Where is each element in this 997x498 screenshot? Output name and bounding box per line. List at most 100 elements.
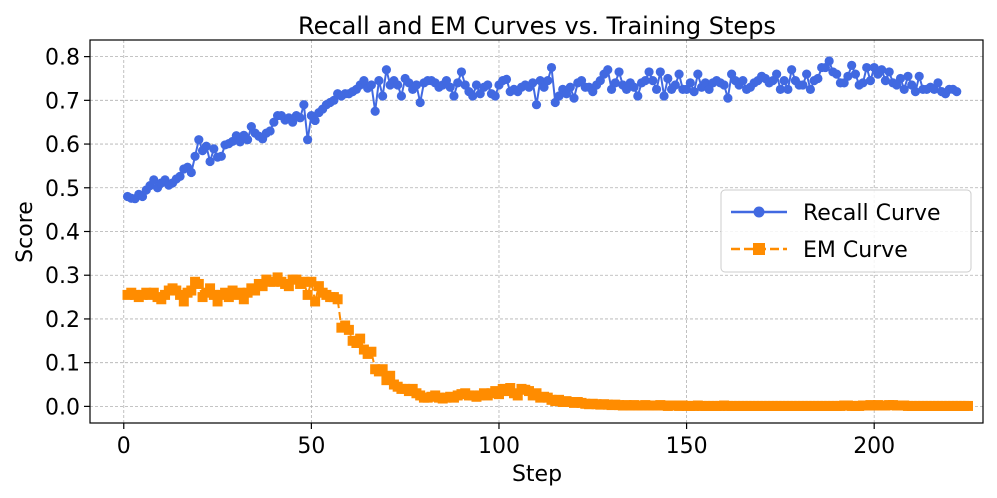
y-tick-label: 0.1 <box>45 352 80 377</box>
data-point <box>895 73 906 84</box>
y-tick-label: 0.7 <box>45 89 80 114</box>
y-tick-label: 0.4 <box>45 221 80 246</box>
data-point <box>779 76 789 86</box>
data-point <box>212 296 223 307</box>
data-point <box>175 289 186 300</box>
data-point <box>393 80 403 90</box>
data-point <box>629 82 639 92</box>
data-point <box>396 91 407 101</box>
data-point <box>693 69 703 79</box>
data-point <box>302 289 313 300</box>
data-point <box>149 175 159 185</box>
data-point <box>903 71 913 81</box>
data-point <box>223 292 234 303</box>
data-point <box>235 287 246 298</box>
x-axis-label: Step <box>512 462 562 487</box>
data-point <box>483 80 493 90</box>
data-point <box>257 281 268 292</box>
data-point <box>310 296 321 307</box>
data-point <box>914 71 924 81</box>
data-point <box>933 78 943 88</box>
data-point <box>910 86 921 97</box>
series-line <box>127 276 968 407</box>
data-point <box>366 346 377 357</box>
data-point <box>546 62 557 73</box>
data-point <box>880 76 891 86</box>
data-point <box>614 67 624 77</box>
y-ticks: 0.0 0.1 0.2 0.3 0.4 0.5 0.6 0.7 0.8 <box>45 46 90 420</box>
data-point <box>772 69 782 79</box>
series-recall <box>122 56 962 204</box>
y-tick-label: 0.6 <box>45 133 80 158</box>
legend-recall-marker <box>753 206 765 218</box>
data-point <box>952 86 962 97</box>
data-point <box>378 91 388 101</box>
data-point <box>674 69 684 79</box>
data-point <box>663 73 673 84</box>
data-point <box>865 76 876 86</box>
data-point <box>201 141 211 151</box>
data-point <box>295 113 305 123</box>
x-ticks: 0 50 100 150 200 <box>117 423 895 459</box>
data-point <box>216 151 226 161</box>
data-point <box>313 281 324 292</box>
data-point <box>862 62 872 73</box>
data-point <box>385 370 396 381</box>
data-point <box>490 91 500 101</box>
data-point <box>648 76 658 86</box>
data-point <box>205 156 215 167</box>
data-point <box>265 126 275 136</box>
data-point <box>205 283 216 294</box>
legend-item-em: EM Curve <box>731 238 908 263</box>
data-point <box>377 364 388 375</box>
data-point <box>813 73 823 84</box>
series-layer <box>122 56 973 411</box>
data-point <box>449 91 459 101</box>
data-point <box>775 84 785 95</box>
data-point <box>685 78 695 88</box>
data-point <box>366 80 377 90</box>
data-point <box>453 78 463 88</box>
data-point <box>884 67 894 77</box>
chart-title: Recall and EM Curves vs. Training Steps <box>298 12 776 40</box>
data-point <box>193 278 204 289</box>
data-point <box>250 285 261 296</box>
data-point <box>689 86 699 97</box>
data-point <box>655 67 665 77</box>
data-point <box>381 65 392 75</box>
data-point <box>456 67 467 77</box>
data-point <box>186 285 197 296</box>
data-point <box>512 390 523 401</box>
data-point <box>343 324 354 335</box>
y-axis-label: Score <box>13 201 38 263</box>
data-point <box>359 76 369 86</box>
y-tick-label: 0.0 <box>45 395 80 420</box>
data-point <box>303 135 313 145</box>
data-point <box>843 71 853 81</box>
data-point <box>569 93 579 103</box>
series-em <box>122 272 973 411</box>
data-point <box>877 65 887 75</box>
y-tick-label: 0.5 <box>45 177 80 202</box>
data-point <box>603 65 613 75</box>
y-tick-label: 0.3 <box>45 264 80 289</box>
data-point <box>415 97 425 108</box>
data-point <box>738 76 748 86</box>
data-point <box>445 82 455 92</box>
data-point <box>194 135 204 145</box>
x-tick-label: 150 <box>666 434 708 459</box>
y-tick-label: 0.8 <box>45 46 80 71</box>
data-point <box>299 100 309 110</box>
data-point <box>370 106 380 116</box>
data-point <box>178 296 189 307</box>
data-point <box>805 84 816 95</box>
data-point <box>493 389 504 400</box>
data-point <box>644 67 654 77</box>
data-point <box>723 93 733 103</box>
data-point <box>531 100 542 110</box>
data-point <box>298 276 309 287</box>
data-point <box>209 144 219 154</box>
data-point <box>670 80 680 90</box>
x-tick-label: 100 <box>478 434 520 459</box>
